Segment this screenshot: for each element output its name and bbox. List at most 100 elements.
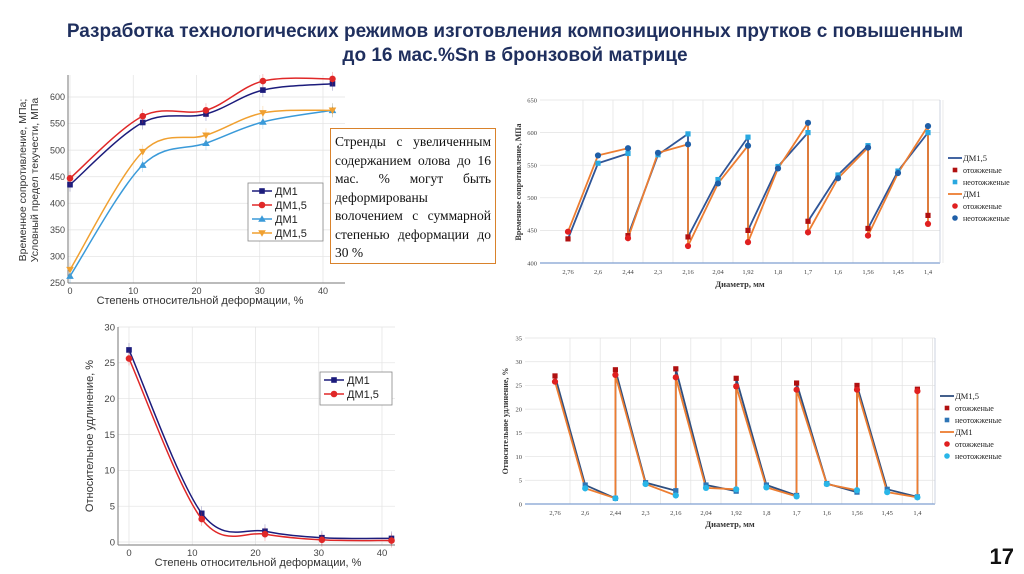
legend-marker <box>944 453 950 459</box>
y-tick-label: 250 <box>50 278 65 288</box>
legend-marker <box>944 405 950 411</box>
y-tick-label: 450 <box>50 172 65 182</box>
data-point <box>564 228 572 235</box>
legend-marker <box>258 215 266 222</box>
data-point <box>702 484 710 491</box>
legend-marker <box>331 377 337 383</box>
legend-label: отожженые <box>955 440 994 449</box>
data-point <box>139 112 147 120</box>
data-point <box>654 149 662 156</box>
note-box: Стренды с увеличенным содержанием олова … <box>330 128 496 264</box>
y-tick-label: 600 <box>50 92 65 102</box>
y-tick-label: 500 <box>527 195 537 202</box>
data-point <box>733 486 740 493</box>
data-point <box>138 148 147 156</box>
x-tick-label: 30 <box>255 286 265 296</box>
data-point <box>202 106 210 114</box>
data-point <box>853 386 861 393</box>
data-point <box>552 373 558 379</box>
data-point <box>672 374 679 381</box>
y-tick-label: 25 <box>516 383 523 390</box>
data-point <box>261 530 269 538</box>
x-tick-label: 2,16 <box>682 269 694 276</box>
x-tick-label: 1,56 <box>851 510 863 517</box>
data-point <box>260 87 266 93</box>
data-point <box>624 235 632 242</box>
legend-label: неотожженые <box>963 214 1010 223</box>
data-point <box>672 492 679 499</box>
x-axis-title: Диаметр, мм <box>705 519 755 529</box>
series-line <box>69 77 333 179</box>
data-point <box>834 175 842 182</box>
data-point <box>125 355 133 362</box>
y-tick-label: 350 <box>50 225 65 235</box>
y-tick-label: 10 <box>104 466 115 477</box>
legend-marker <box>944 441 950 447</box>
data-point <box>625 150 631 157</box>
x-tick-label: 2,44 <box>622 269 634 276</box>
data-point <box>684 242 692 250</box>
y-tick-label: 35 <box>516 335 523 342</box>
x-tick-label: 2,76 <box>562 269 574 276</box>
x-tick-label: 1,92 <box>731 510 742 517</box>
series-line <box>128 349 392 540</box>
y-axis-title: Относительное удлинение, % <box>501 368 510 475</box>
y-tick-label: 20 <box>104 394 115 405</box>
x-tick-label: 1,4 <box>913 510 922 517</box>
x-tick-label: 0 <box>126 548 131 559</box>
data-point <box>318 536 326 544</box>
data-point <box>733 375 739 381</box>
data-point <box>259 118 267 125</box>
data-point <box>673 366 679 372</box>
series-line <box>128 358 392 542</box>
y-tick-label: 550 <box>527 162 537 169</box>
y-tick-label: 5 <box>519 478 522 485</box>
legend-label: неотожженые <box>963 178 1010 187</box>
y-tick-label: 15 <box>516 430 523 437</box>
x-tick-label: 1,6 <box>823 510 832 517</box>
legend-label: ДМ1,5 <box>275 200 307 212</box>
data-point <box>388 537 395 544</box>
data-point <box>745 134 751 140</box>
data-point <box>551 378 559 385</box>
data-point <box>894 169 902 177</box>
data-point <box>673 488 679 494</box>
data-point <box>565 236 571 242</box>
data-point <box>793 386 800 393</box>
data-point <box>66 175 74 182</box>
data-point <box>582 485 589 492</box>
y-tick-label: 10 <box>516 454 523 461</box>
legend-marker <box>952 215 958 221</box>
data-point <box>774 165 782 172</box>
x-axis-title: Степень относительной деформации, % <box>97 295 304 307</box>
legend-label: ДМ1,5 <box>275 228 307 240</box>
y-tick-label: 400 <box>527 260 537 267</box>
data-point <box>853 487 861 494</box>
data-point <box>914 494 921 501</box>
data-point <box>744 142 752 149</box>
y-tick-label: 25 <box>104 358 115 369</box>
legend: ДМ1 ДМ1,5 <box>319 371 393 406</box>
x-tick-label: 2,6 <box>581 510 590 517</box>
legend-label: ДМ1,5 <box>955 391 979 401</box>
data-point <box>805 130 811 136</box>
data-point <box>624 145 632 152</box>
data-point <box>924 122 932 130</box>
data-point <box>714 180 722 187</box>
data-point <box>642 480 649 488</box>
y-tick-label: 400 <box>50 198 65 208</box>
data-point <box>854 382 860 389</box>
data-point <box>582 482 588 488</box>
y-tick-label: 300 <box>50 252 65 262</box>
data-point <box>744 239 752 246</box>
x-tick-label: 1,92 <box>742 269 753 276</box>
x-tick-label: 2,16 <box>670 510 682 517</box>
x-tick-label: 2,44 <box>610 510 622 517</box>
y-tick-label: 30 <box>516 359 523 366</box>
legend: ДМ1 ДМ1,5 ДМ1 ДМ1,5 <box>247 182 324 242</box>
x-tick-label: 10 <box>187 548 198 559</box>
data-point <box>198 515 206 523</box>
legend-marker <box>259 188 265 194</box>
